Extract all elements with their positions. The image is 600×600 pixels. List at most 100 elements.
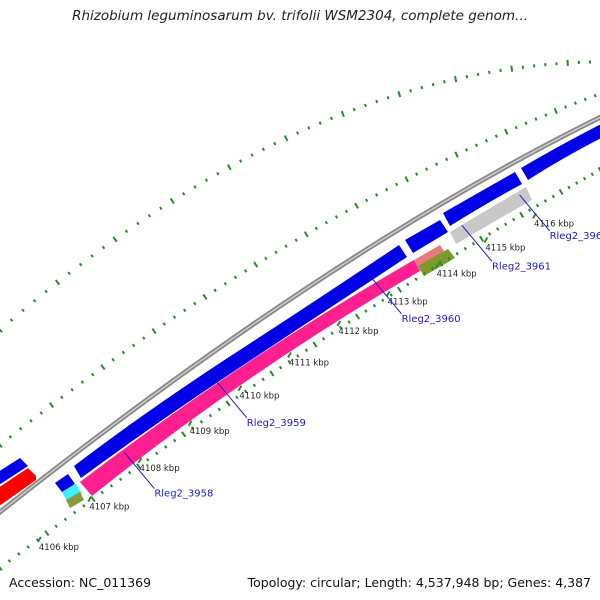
gc-inner-dash xyxy=(487,232,492,236)
gc-middle-dash xyxy=(0,443,3,448)
gc-track-inner xyxy=(0,166,600,571)
kbp-axis: 4106 kbp 4107 kbp 4108 kbp 4109 kbp 4110 kbp… xyxy=(37,212,574,553)
gc-middle-dash xyxy=(80,380,85,384)
gc-inner-dash xyxy=(355,313,361,320)
cds-forward-1[interactable] xyxy=(74,346,254,478)
gc-inner-dash xyxy=(471,241,476,246)
gc-middle-dash xyxy=(131,343,136,348)
gc-inner-dash xyxy=(438,260,444,267)
gc-outer-dash xyxy=(352,107,356,112)
gc-middle-dash xyxy=(474,143,478,148)
gc-outer-dash xyxy=(32,299,37,303)
gc-inner-dash xyxy=(0,566,3,571)
gc-outer-dash xyxy=(295,131,300,135)
gc-middle-dash xyxy=(151,328,157,335)
gc-outer-dash xyxy=(443,80,446,84)
gc-outer-dash xyxy=(147,213,152,218)
gene-label-rleg2_3961[interactable]: Rleg2_3961 xyxy=(492,261,551,272)
gc-inner-dash xyxy=(582,176,587,181)
gc-middle-dash xyxy=(564,105,568,109)
gc-middle-dash xyxy=(514,125,518,130)
gc-inner-dash xyxy=(199,419,204,424)
gc-inner-dash xyxy=(512,217,516,222)
cds-forward-left[interactable] xyxy=(0,458,28,487)
kbp-tick-label: 4112 kbp xyxy=(338,327,378,337)
gc-inner-dash xyxy=(181,431,187,438)
gc-middle-dash xyxy=(454,151,459,158)
gc-inner-dash xyxy=(304,348,309,353)
gc-outer-dash xyxy=(510,65,514,72)
gc-inner-dash xyxy=(321,337,326,341)
gc-inner-dash xyxy=(372,303,377,308)
gc-inner-dash xyxy=(261,377,265,382)
cds-red-left[interactable] xyxy=(0,468,36,508)
gc-middle-dash xyxy=(29,419,33,423)
gc-inner-dash xyxy=(269,370,275,377)
gc-middle-dash xyxy=(544,113,548,117)
gc-middle-dash xyxy=(534,117,538,121)
gc-inner-dash xyxy=(100,490,104,495)
cds-forward-small[interactable] xyxy=(55,474,75,492)
gc-track-middle xyxy=(0,93,597,448)
kbp-tick-label: 4111 kbp xyxy=(289,358,329,368)
gc-middle-dash xyxy=(314,226,318,231)
gc-middle-dash xyxy=(303,231,309,238)
map-title: Rhizobium leguminosarum bv. trifolii WSM… xyxy=(72,8,528,24)
gc-outer-dash xyxy=(159,206,163,211)
cds-reverse-grey[interactable] xyxy=(450,187,532,244)
gc-inner-dash xyxy=(54,524,58,529)
kbp-tick-mark xyxy=(237,385,243,392)
gc-middle-dash xyxy=(253,261,259,268)
gene-label-rleg2_3959[interactable]: Rleg2_3959 xyxy=(247,418,306,429)
gc-middle-dash xyxy=(202,293,208,300)
kbp-tick-mark xyxy=(483,236,489,243)
cds-olive-small[interactable] xyxy=(66,492,84,508)
cds-forward-4[interactable] xyxy=(443,172,522,226)
gene-label-rleg2_3962[interactable]: Rleg2_3962 xyxy=(550,231,600,242)
gc-middle-dash xyxy=(365,198,369,203)
gc-middle-dash xyxy=(524,121,528,126)
gc-middle-dash xyxy=(223,281,227,286)
gc-inner-dash xyxy=(496,227,500,231)
gc-inner-dash xyxy=(338,325,343,330)
backbone-ring-highlight xyxy=(0,116,600,513)
gc-middle-dash xyxy=(435,162,439,166)
gc-inner-dash xyxy=(567,185,571,190)
gc-inner-dash xyxy=(551,194,555,199)
gc-inner-dash xyxy=(519,211,525,218)
gc-outer-dash xyxy=(476,72,480,77)
kbp-tick-mark xyxy=(287,351,292,358)
cds-forward-3[interactable] xyxy=(405,220,448,253)
gc-inner-dash xyxy=(397,286,402,293)
gc-middle-dash xyxy=(172,315,177,319)
gc-outer-dash xyxy=(386,95,390,100)
cds-forward-2[interactable] xyxy=(246,245,407,358)
gc-outer-dash xyxy=(340,110,345,118)
gc-middle-dash xyxy=(464,148,469,152)
gc-outer-dash xyxy=(216,171,220,176)
gc-middle-dash xyxy=(573,101,577,105)
cds-cyan-small[interactable] xyxy=(62,484,82,503)
cds-reverse-pink[interactable] xyxy=(80,260,420,496)
kbp-tick-label: 4108 kbp xyxy=(140,464,180,474)
gc-outer-dash xyxy=(67,271,71,276)
gene-label-rleg2_3958[interactable]: Rleg2_3958 xyxy=(154,489,213,500)
gc-inner-dash xyxy=(136,463,142,470)
gc-middle-dash xyxy=(385,187,389,192)
gc-outer-dash xyxy=(44,289,48,294)
gc-inner-dash xyxy=(208,413,213,418)
kbp-tick-mark xyxy=(87,495,93,503)
cds-forward-5[interactable] xyxy=(521,122,600,180)
gc-outer-dash xyxy=(124,229,129,234)
gc-middle-dash xyxy=(111,357,115,362)
gene-label-rleg2_3960[interactable]: Rleg2_3960 xyxy=(402,314,461,325)
gc-inner-dash xyxy=(155,451,159,456)
gc-middle-dash xyxy=(504,128,509,135)
gene-label-layer: Rleg2_3958 Rleg2_3959 Rleg2_3960 Rleg2_3961… xyxy=(123,194,600,500)
cds-reverse-olive[interactable] xyxy=(418,249,455,276)
gc-middle-dash xyxy=(395,182,399,187)
gc-inner-dash xyxy=(235,395,239,400)
gc-outer-dash xyxy=(431,82,435,87)
gc-outer-dash xyxy=(169,197,175,205)
